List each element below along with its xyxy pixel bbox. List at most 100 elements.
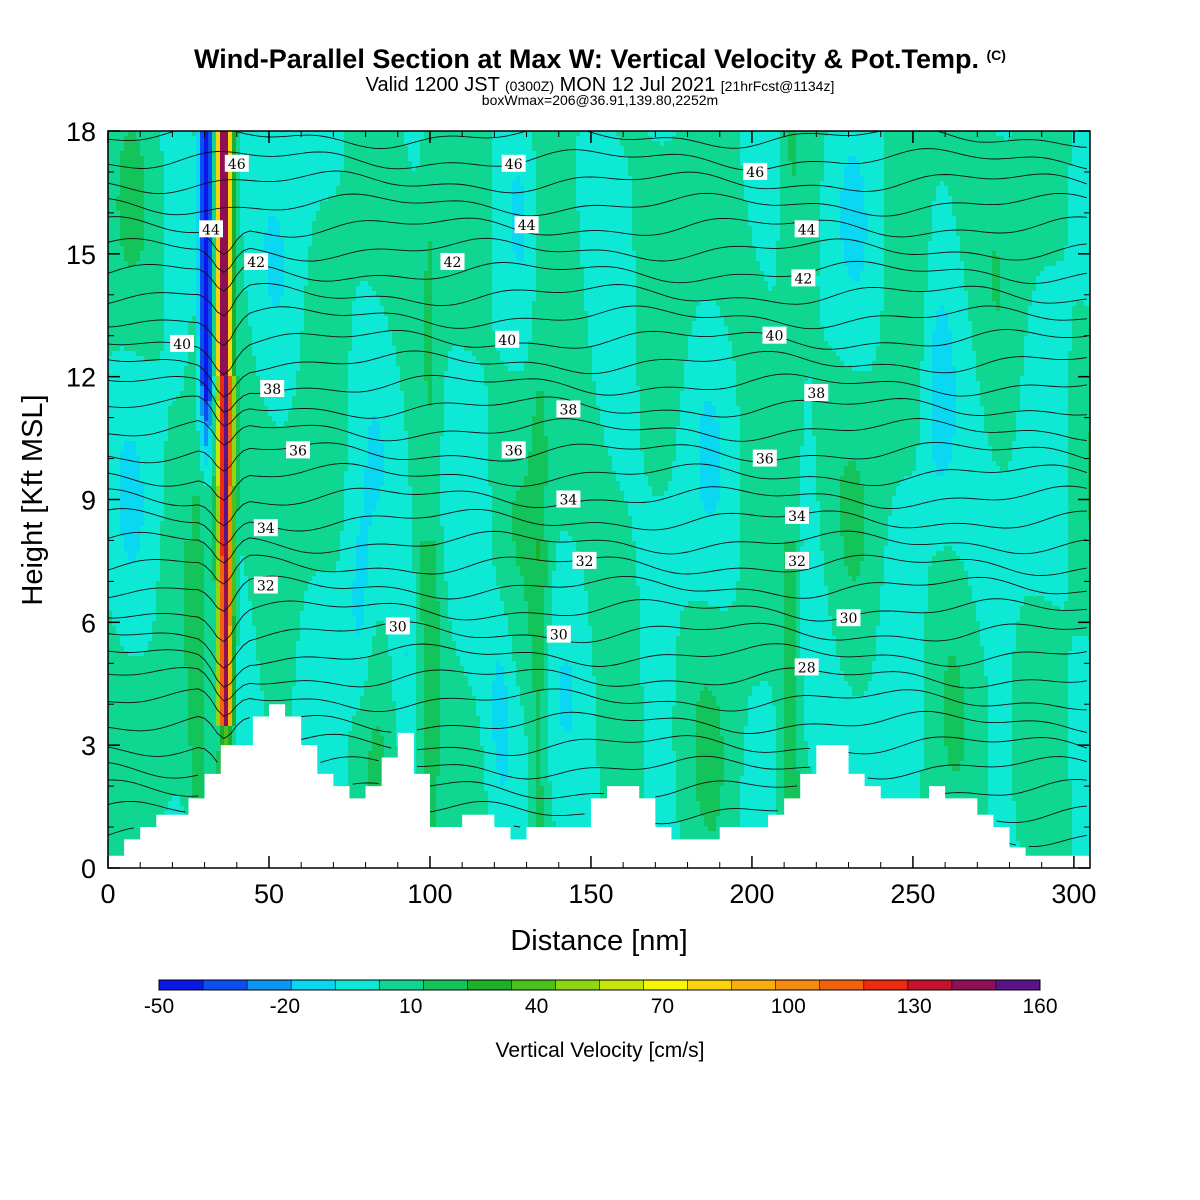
theta-contour-line: [108, 778, 1087, 800]
colorbar-tick-label: 40: [525, 995, 548, 1018]
colorbar-swatch: [335, 980, 380, 990]
contour-label: 42: [791, 269, 816, 287]
colorbar-swatch: [203, 980, 248, 990]
contour-label: 32: [785, 551, 809, 570]
theta-contour-line: [108, 350, 1087, 398]
colorbar-tick-label: 100: [771, 995, 806, 1018]
theta-contour-line: [108, 710, 1087, 740]
x-tick-label: 150: [568, 879, 613, 909]
contour-label: 46: [224, 154, 249, 173]
colorbar-swatch: [687, 980, 733, 990]
terrain: [108, 704, 1090, 868]
theta-contour-line: [108, 667, 1087, 702]
theta-contour-line: [108, 800, 1087, 825]
contour-label: 28: [794, 658, 819, 676]
contour-label: 30: [836, 609, 861, 627]
colorbar-swatch: [423, 980, 468, 990]
theta-contour-line: [108, 485, 1087, 527]
colorbar-swatch: [599, 980, 644, 990]
colorbar-swatch: [995, 980, 1041, 990]
contour-label: 36: [752, 449, 777, 468]
theta-contour-line: [108, 170, 1087, 195]
contour-label: 44: [199, 220, 223, 238]
x-tick-label: 50: [254, 879, 284, 909]
colorbar-tick-label: 70: [651, 995, 674, 1018]
contour-label: 36: [286, 441, 310, 459]
colorbar-tick-label: -50: [144, 995, 174, 1018]
y-tick-label: 12: [66, 363, 96, 393]
theta-contour-line: [108, 216, 1087, 256]
theta-contour-line: [108, 688, 1087, 717]
theta-contours: [108, 131, 1087, 848]
contour-label: 40: [762, 326, 787, 345]
y-tick-label: 18: [66, 117, 96, 147]
contour-label: 44: [794, 220, 819, 238]
contour-label: 40: [495, 330, 520, 349]
colorbar-tick-label: 160: [1022, 995, 1057, 1018]
theta-contour-line: [108, 131, 1087, 150]
colorbar-tick-label: 130: [897, 995, 932, 1018]
theta-contour-line: [108, 395, 1087, 427]
x-tick-label: 100: [407, 879, 452, 909]
colorbar-swatch: [555, 980, 600, 990]
y-tick-label: 9: [81, 486, 96, 516]
y-tick-label: 0: [81, 854, 96, 884]
theta-contour-line: [108, 148, 1087, 171]
theta-contour-line: [108, 575, 1087, 612]
y-axis-title: Height [Kft MSL]: [17, 394, 49, 605]
contour-label: 38: [556, 400, 581, 418]
chart-title: Wind-Parallel Section at Max W: Vertical…: [0, 44, 1200, 75]
contour-label: 34: [253, 519, 278, 537]
box-wmax-subtitle: boxWmax=206@36.91,139.80,2252m: [0, 92, 1200, 108]
contour-label: 34: [556, 490, 581, 509]
contour-label: 30: [546, 625, 571, 644]
theta-contour-line: [108, 825, 1087, 848]
y-tick-label: 15: [66, 240, 96, 270]
colorbar-swatch: [247, 980, 292, 990]
theta-contour-line: [108, 554, 1087, 585]
theta-contour-line: [108, 260, 1087, 292]
contour-label: 34: [785, 506, 809, 525]
theta-contour-line: [108, 733, 1087, 763]
theta-contour-line: [108, 418, 1087, 446]
y-tick-label: 3: [81, 731, 96, 761]
colorbar-swatch: [819, 980, 865, 990]
contour-label: 32: [572, 551, 597, 570]
contour-label: 46: [743, 162, 768, 181]
contour-label: 38: [260, 380, 285, 398]
x-tick-label: 250: [890, 879, 935, 909]
x-tick-label: 300: [1051, 879, 1096, 909]
theta-contour-line: [108, 192, 1087, 217]
contour-label: 38: [804, 384, 829, 402]
colorbar-title: Vertical Velocity [cm/s]: [496, 1039, 705, 1062]
colorbar-tick-label: 10: [399, 995, 422, 1018]
contour-label: 42: [440, 253, 465, 271]
colorbar-tick-label: -20: [270, 995, 300, 1018]
x-tick-label: 200: [729, 879, 774, 909]
valid-time: Valid 1200 JST (0300Z) MON 12 Jul 2021 […: [0, 74, 1200, 97]
contour-label: 40: [170, 334, 195, 353]
theta-contour-line: [108, 621, 1087, 669]
colorbar-swatch: [467, 980, 512, 990]
contour-labels: 46 46 46 44 44 44 42 42 42 40 40 40 38 38 38 36 36 36 34 34…: [170, 154, 861, 676]
x-axis-title: Distance [nm]: [510, 925, 687, 957]
theta-contour-line: [108, 329, 1087, 376]
colorbar-swatch: [379, 980, 424, 990]
colorbar-swatch: [511, 980, 556, 990]
colorbar-swatch: [863, 980, 909, 990]
theta-contour-line: [108, 463, 1087, 501]
terrain-mask: [108, 704, 1090, 868]
colorbar-swatch: [775, 980, 821, 990]
contour-label: 44: [514, 216, 539, 234]
contour-label: 36: [501, 441, 526, 459]
colorbar-swatch: [951, 980, 997, 990]
contour-label: 42: [244, 253, 269, 271]
x-tick-label: 0: [100, 879, 115, 909]
contour-label: 32: [253, 576, 278, 595]
y-tick-label: 6: [81, 608, 96, 638]
colorbar-swatch: [291, 980, 336, 990]
colorbar-swatch: [643, 980, 688, 990]
theta-contour-line: [108, 441, 1087, 472]
